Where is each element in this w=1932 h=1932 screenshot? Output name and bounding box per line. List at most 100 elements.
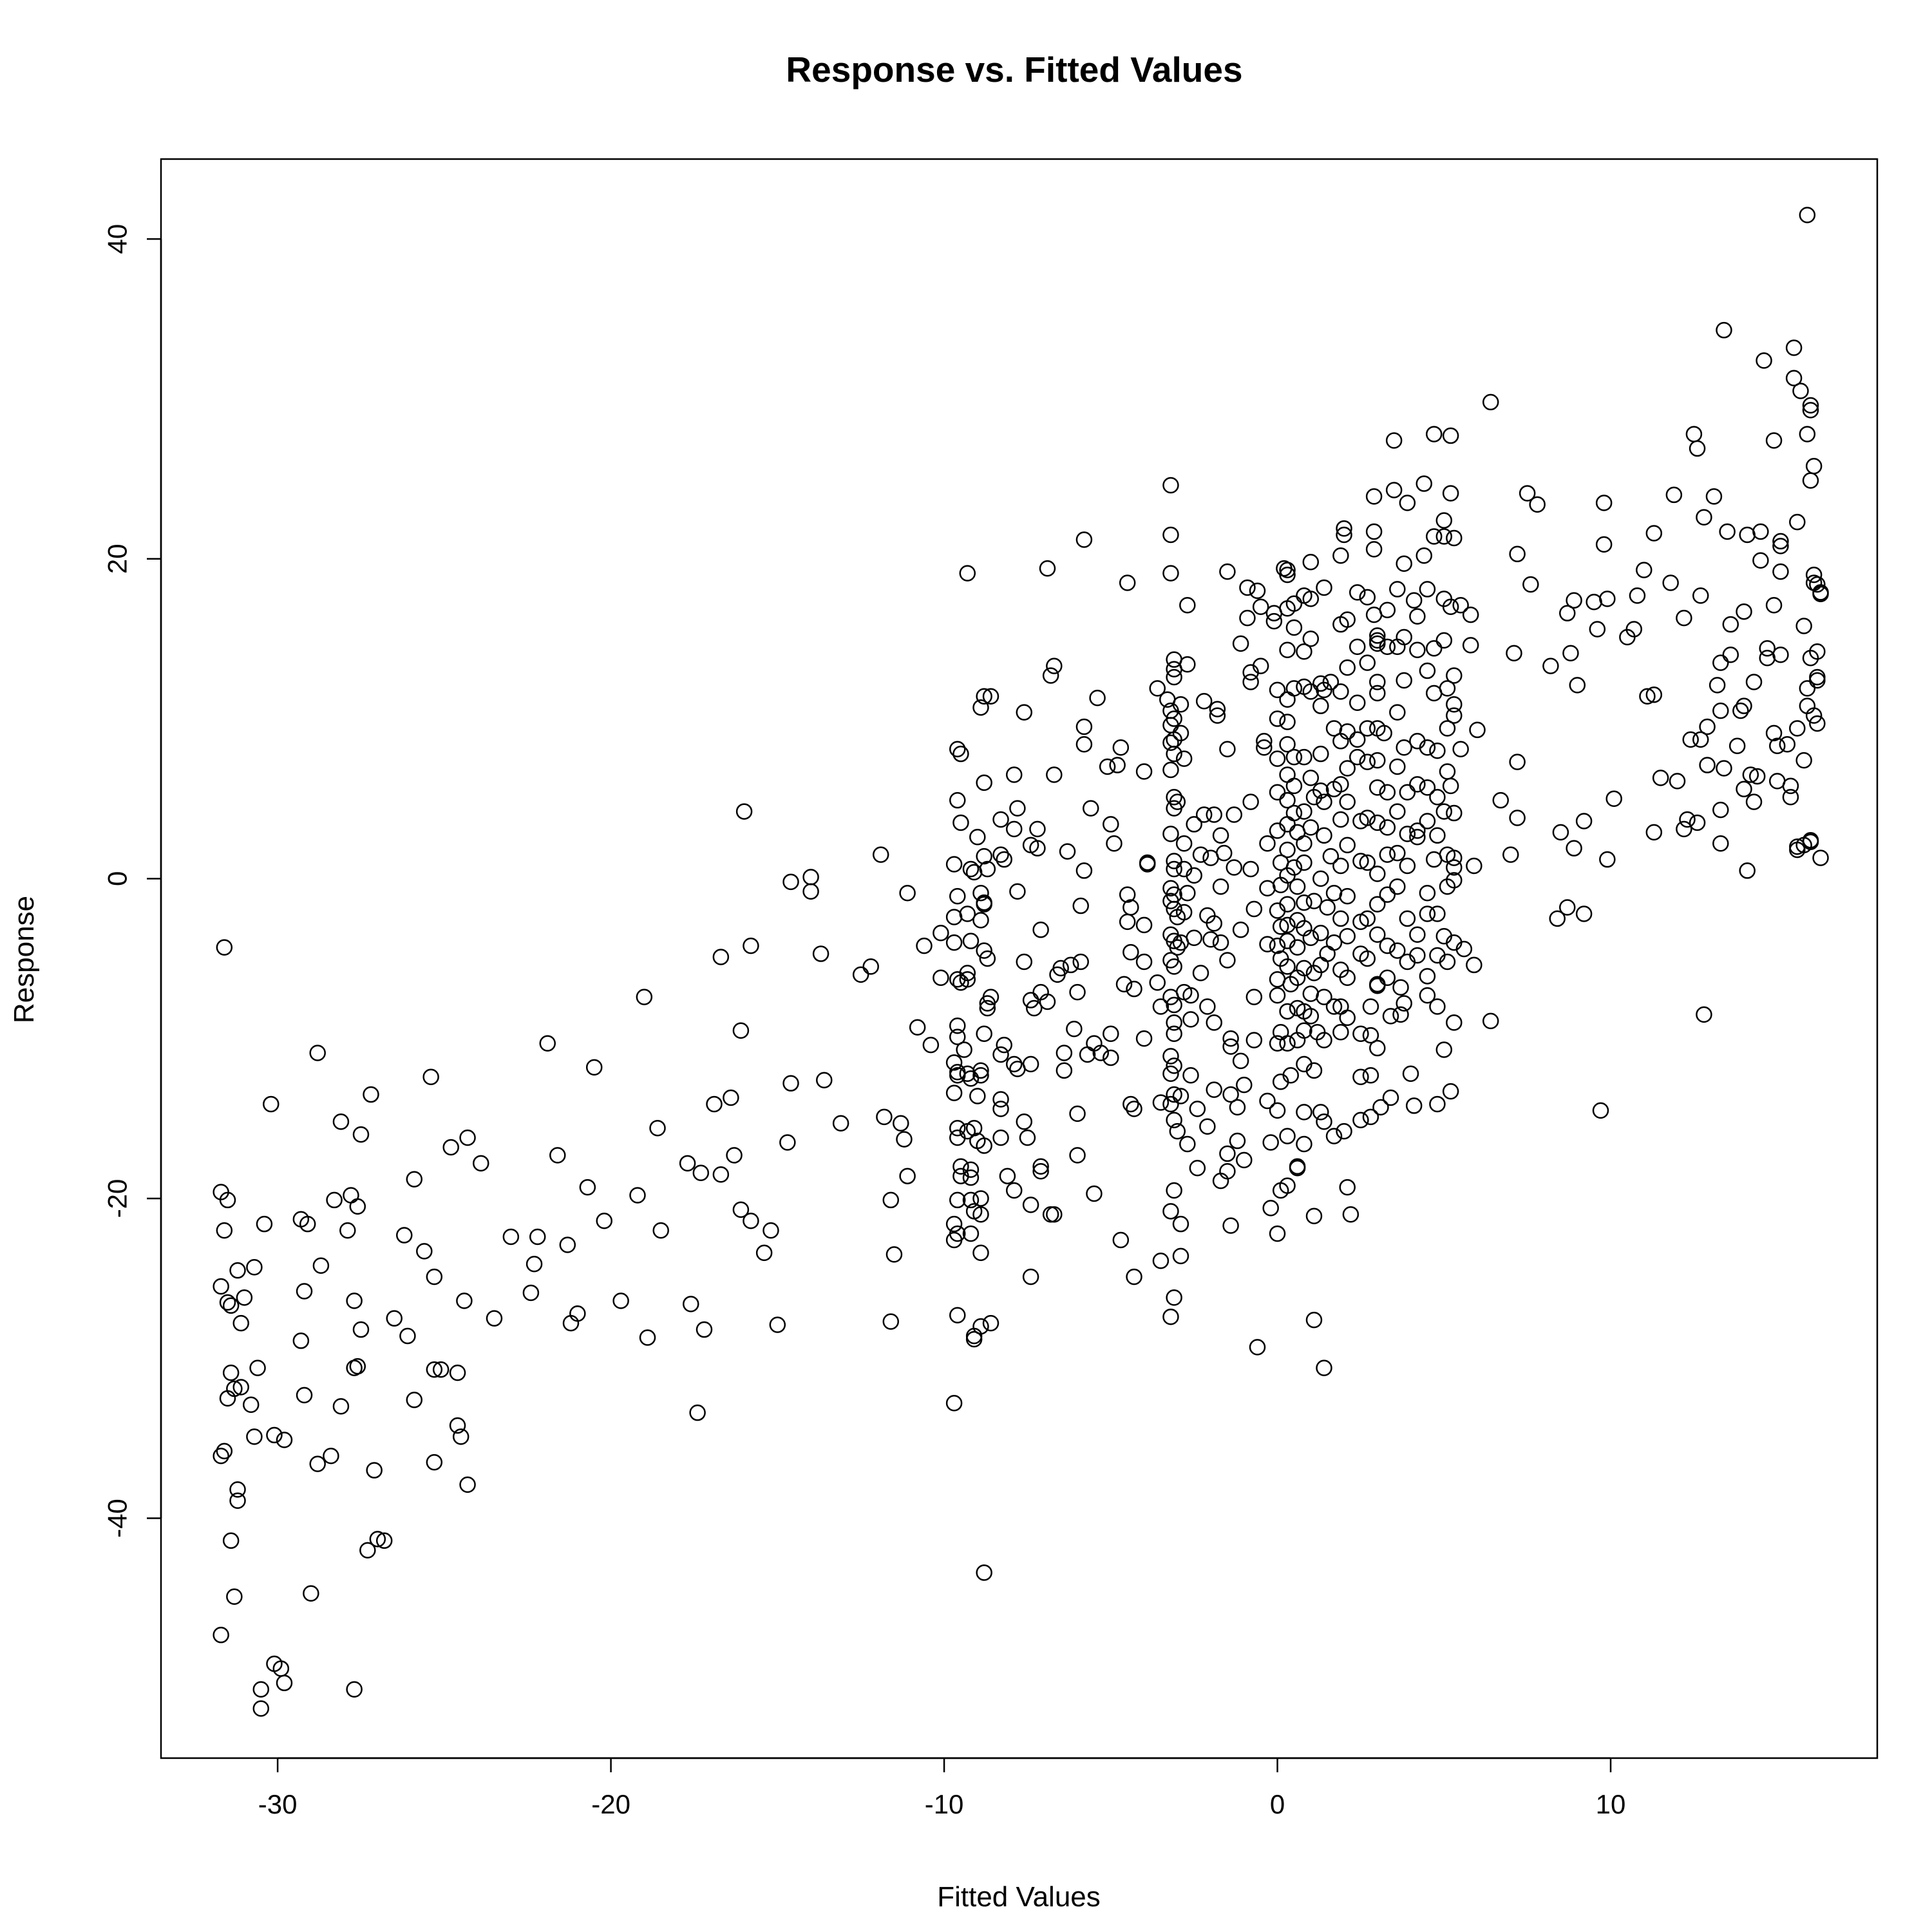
data-point xyxy=(1365,523,1383,540)
data-point xyxy=(1379,969,1396,987)
data-point xyxy=(292,1332,310,1349)
data-point xyxy=(1809,643,1826,660)
data-point xyxy=(1369,685,1386,702)
data-point xyxy=(896,1131,913,1148)
data-point xyxy=(962,1225,980,1242)
data-point xyxy=(1179,1135,1196,1153)
data-point xyxy=(1509,545,1526,563)
data-point xyxy=(1416,547,1432,564)
data-point xyxy=(1639,688,1656,705)
data-point xyxy=(1109,757,1126,773)
data-point xyxy=(1332,683,1349,700)
data-point xyxy=(976,688,992,705)
data-point xyxy=(1059,843,1076,860)
data-point xyxy=(1166,900,1182,918)
data-point xyxy=(1339,837,1356,853)
data-point xyxy=(1269,1225,1286,1242)
data-point xyxy=(952,745,969,762)
data-point xyxy=(1302,819,1320,836)
data-point xyxy=(296,1387,313,1404)
data-point xyxy=(1369,1039,1386,1057)
data-point xyxy=(1452,741,1469,757)
data-point xyxy=(1072,953,1089,971)
data-point xyxy=(1259,835,1276,852)
data-point xyxy=(962,1070,980,1087)
data-point xyxy=(246,1258,263,1276)
data-point xyxy=(959,905,976,922)
data-point xyxy=(1016,1113,1033,1130)
data-point xyxy=(1279,1177,1296,1194)
data-point xyxy=(1809,672,1826,689)
data-point xyxy=(1189,1101,1206,1117)
data-point xyxy=(1206,915,1222,932)
data-point xyxy=(1179,884,1196,902)
data-point xyxy=(1166,1289,1182,1306)
data-point xyxy=(1126,980,1142,998)
data-point xyxy=(1799,207,1816,223)
data-point xyxy=(1232,922,1249,938)
x-tick-label: 10 xyxy=(1596,1789,1626,1819)
data-point xyxy=(1442,777,1459,795)
data-point xyxy=(1046,658,1063,674)
data-point xyxy=(1259,1092,1276,1110)
data-point xyxy=(1252,658,1269,674)
data-point xyxy=(1339,793,1356,810)
data-point xyxy=(1325,998,1343,1015)
data-point xyxy=(1396,995,1412,1012)
data-point xyxy=(1709,677,1726,694)
data-point xyxy=(1665,486,1683,504)
data-point xyxy=(1166,745,1182,762)
data-point xyxy=(1232,635,1249,652)
data-point xyxy=(949,1191,966,1209)
data-point xyxy=(1166,996,1182,1014)
data-point xyxy=(743,1212,759,1229)
data-point xyxy=(726,1147,743,1164)
data-point xyxy=(612,1293,629,1309)
data-point xyxy=(1379,886,1396,903)
data-point xyxy=(1162,1065,1179,1083)
data-point xyxy=(1379,784,1396,801)
data-point xyxy=(1322,674,1340,690)
data-point xyxy=(1279,562,1296,578)
data-point xyxy=(1652,770,1669,786)
data-point xyxy=(1352,1025,1369,1042)
data-point xyxy=(1782,777,1799,795)
data-point xyxy=(1362,998,1379,1015)
data-point xyxy=(1226,806,1243,823)
data-point xyxy=(449,1417,466,1434)
data-point xyxy=(1285,804,1303,822)
data-point xyxy=(1316,827,1332,844)
data-point xyxy=(959,565,976,582)
data-point xyxy=(1212,878,1229,895)
data-point xyxy=(1732,702,1749,719)
data-point xyxy=(1162,893,1179,909)
data-point xyxy=(1242,793,1259,810)
data-point xyxy=(1809,715,1826,732)
data-point xyxy=(1029,820,1046,838)
data-point xyxy=(1805,707,1823,724)
data-point xyxy=(1046,766,1063,783)
data-point xyxy=(1332,910,1349,927)
data-point xyxy=(1382,1008,1399,1025)
data-point xyxy=(1399,784,1416,801)
data-point xyxy=(945,1215,963,1233)
data-point xyxy=(962,1191,980,1209)
data-point xyxy=(549,1147,566,1164)
data-point xyxy=(1509,753,1526,770)
data-point xyxy=(1175,750,1193,767)
data-point xyxy=(1402,1065,1419,1083)
data-point xyxy=(309,1455,326,1472)
data-point xyxy=(1772,538,1789,554)
data-point xyxy=(1799,680,1816,697)
data-point xyxy=(1359,720,1376,737)
data-point xyxy=(1166,958,1182,975)
data-point xyxy=(1135,916,1153,934)
data-point xyxy=(1162,1203,1179,1220)
data-point xyxy=(769,1316,786,1333)
data-point xyxy=(1409,829,1426,846)
data-point xyxy=(1502,846,1519,863)
data-point xyxy=(1099,758,1116,775)
data-point xyxy=(1802,402,1819,419)
data-point xyxy=(252,1700,269,1717)
